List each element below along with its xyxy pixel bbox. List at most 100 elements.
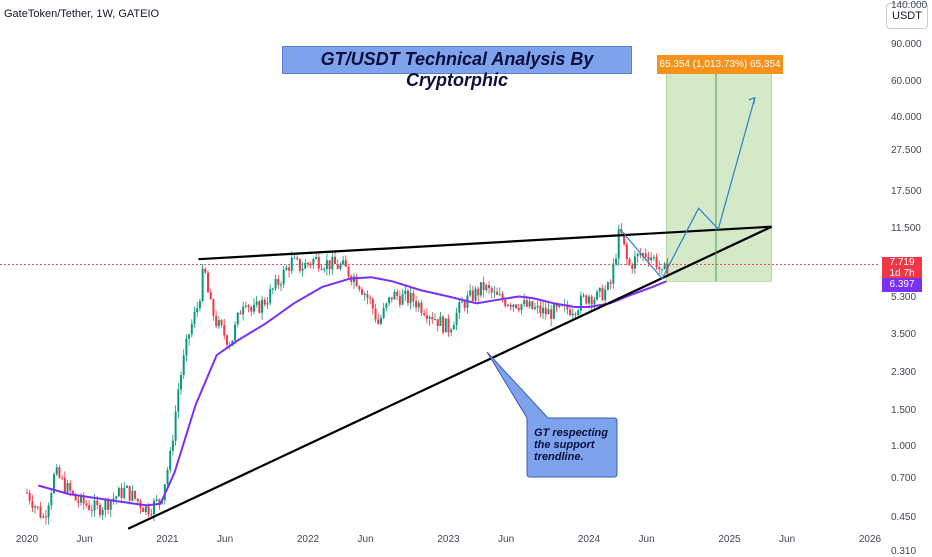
candle-body xyxy=(377,319,380,324)
candle-body xyxy=(344,260,347,267)
candle-body xyxy=(577,310,580,315)
candle-body xyxy=(134,490,137,499)
candle-body xyxy=(182,355,185,375)
candle-body xyxy=(288,267,291,271)
candle-body xyxy=(471,290,474,301)
candle-body xyxy=(28,492,31,501)
candle-body xyxy=(36,506,39,508)
candle-body xyxy=(552,304,555,319)
candle-body xyxy=(296,257,299,259)
candle-body xyxy=(639,253,642,256)
callout-bubble xyxy=(486,351,618,478)
y-tick-label: 140.000 xyxy=(891,0,928,11)
candle-body xyxy=(420,302,423,313)
candle-body xyxy=(342,260,345,265)
resistance-trendline xyxy=(198,225,772,261)
axis-unit-button[interactable]: USDT xyxy=(886,3,928,29)
candle-body xyxy=(85,503,88,506)
candle-body xyxy=(396,291,399,297)
candle-body xyxy=(42,516,45,518)
candle-body xyxy=(244,305,247,307)
candle-body xyxy=(50,493,53,506)
candle-body xyxy=(398,296,401,305)
candle-body xyxy=(433,319,436,321)
candle-body xyxy=(642,253,645,256)
candle-body xyxy=(63,477,66,493)
candle-body xyxy=(271,288,274,290)
candle-body xyxy=(623,233,626,245)
support-trendline xyxy=(127,225,773,530)
candle-body xyxy=(96,500,99,505)
candle-body xyxy=(374,308,377,320)
candle-body xyxy=(274,278,277,289)
candle-body xyxy=(371,298,374,309)
candle-body xyxy=(569,309,572,316)
candle-body xyxy=(166,469,169,485)
y-tick-label: 2.300 xyxy=(891,366,917,378)
candle-body xyxy=(69,483,72,491)
candle-body xyxy=(509,304,512,307)
candle-body xyxy=(417,302,420,308)
candle-body xyxy=(425,315,428,319)
y-tick-label: 0.700 xyxy=(891,472,917,484)
candle-body xyxy=(533,307,536,309)
candle-body xyxy=(320,268,323,270)
x-tick-label: Jun xyxy=(217,534,234,545)
candle-body xyxy=(636,253,639,257)
candle-body xyxy=(415,301,418,308)
candle-body xyxy=(125,485,128,488)
candle-body xyxy=(234,324,237,341)
candle-body xyxy=(490,288,493,293)
candle-body xyxy=(158,499,161,504)
candle-body xyxy=(358,286,361,290)
candle-body xyxy=(606,282,609,290)
x-tick-label: Jun xyxy=(498,534,515,545)
candle-body xyxy=(128,485,131,501)
candle-body xyxy=(633,256,636,269)
candle-body xyxy=(215,315,218,327)
candle-body xyxy=(220,320,223,326)
y-tick-label: 1.500 xyxy=(891,404,917,416)
target-zone xyxy=(666,65,772,282)
candle-body xyxy=(34,506,37,508)
chart-title-box: GT/USDT Technical Analysis By Cryptorphi… xyxy=(282,46,632,90)
candle-body xyxy=(277,278,280,285)
candle-body xyxy=(331,256,334,270)
x-tick-label: 2021 xyxy=(156,534,179,545)
candle-body xyxy=(312,258,315,265)
candle-body xyxy=(598,287,601,292)
candle-body xyxy=(236,312,239,325)
y-tick-label: 3.500 xyxy=(891,329,917,341)
candle-body xyxy=(250,307,253,312)
candle-body xyxy=(169,450,172,470)
ma-badge: 6.397 xyxy=(882,278,922,293)
candle-body xyxy=(323,268,326,270)
candle-body xyxy=(334,256,337,265)
candle-body xyxy=(188,334,191,339)
y-tick-label: 40.000 xyxy=(891,111,922,123)
candle-body xyxy=(120,487,123,498)
candle-body xyxy=(593,299,596,305)
candle-body xyxy=(152,500,155,515)
candle-body xyxy=(528,301,531,307)
candle-body xyxy=(574,313,577,315)
candle-body xyxy=(447,318,450,333)
y-tick-label: 27.500 xyxy=(891,145,922,157)
candle-body xyxy=(117,487,120,497)
candle-body xyxy=(74,493,77,501)
candle-body xyxy=(115,496,118,499)
candle-body xyxy=(366,293,369,298)
candle-body xyxy=(477,288,480,296)
x-tick-label: Jun xyxy=(357,534,374,545)
candle-body xyxy=(590,296,593,305)
candle-body xyxy=(404,290,407,295)
y-tick-label: 11.500 xyxy=(891,223,921,234)
candle-body xyxy=(285,267,288,270)
candle-body xyxy=(547,309,550,315)
candle-body xyxy=(223,325,226,336)
candle-body xyxy=(112,498,115,501)
candle-body xyxy=(652,256,655,258)
candle-body xyxy=(439,316,442,326)
candle-body xyxy=(263,299,266,305)
